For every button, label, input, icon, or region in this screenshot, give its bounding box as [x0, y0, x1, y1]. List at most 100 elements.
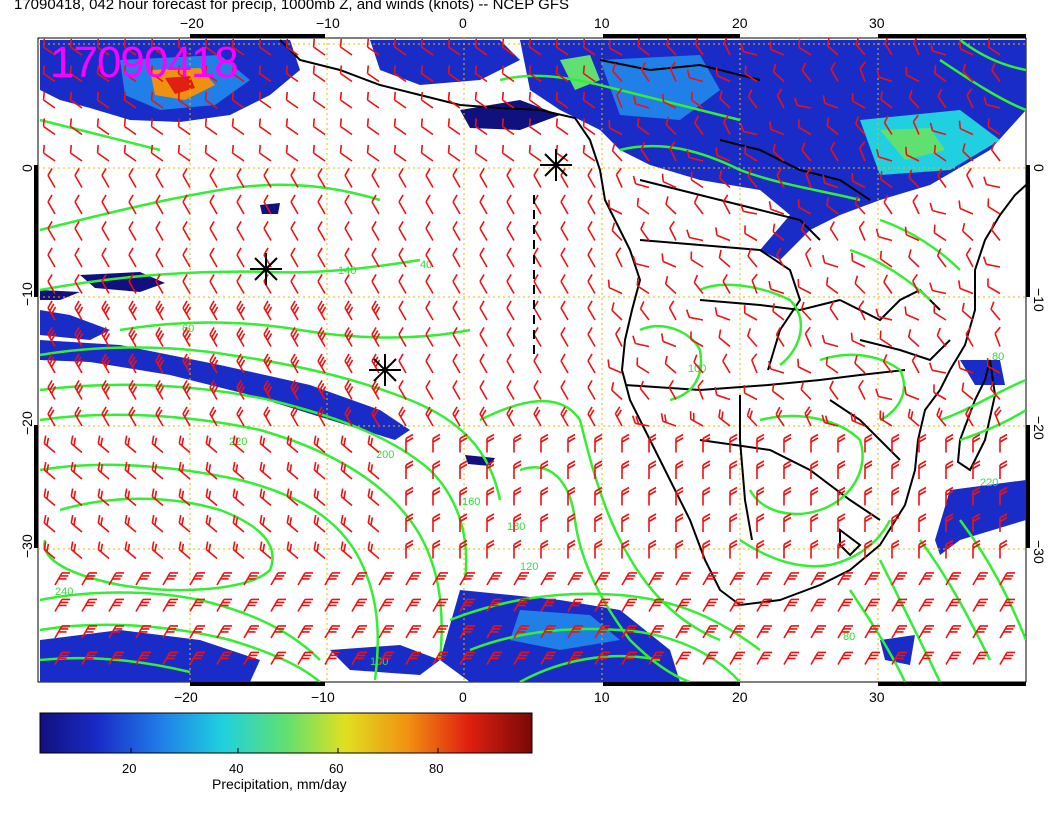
wind-barb [937, 168, 947, 188]
wind-barb [216, 598, 233, 612]
wind-barb [850, 332, 866, 348]
wind-barb [96, 65, 110, 83]
wind-barb [702, 598, 719, 612]
wind-barb [286, 435, 299, 454]
wind-barb [987, 118, 1001, 136]
wind-barb [859, 61, 866, 82]
wind-barb [285, 65, 299, 83]
wind-barb [864, 539, 873, 559]
wind-barb [324, 598, 341, 612]
wind-barb [729, 513, 738, 532]
wind-barb [486, 625, 503, 639]
wind-barb [929, 282, 947, 295]
wind-barb [263, 380, 273, 400]
wind-barb [891, 651, 908, 665]
wind-barb [594, 625, 611, 639]
wind-barb [259, 488, 272, 507]
wind-barb [344, 406, 353, 427]
wind-barb [74, 327, 84, 347]
wind-barb [972, 513, 981, 532]
wind-barb [810, 433, 819, 453]
x-tick-label: −10 [316, 15, 340, 31]
wind-barb [876, 68, 893, 83]
wind-barb [965, 406, 974, 427]
wind-barb [987, 278, 1001, 295]
wind-barb [290, 168, 299, 188]
wind-barb [135, 598, 152, 612]
wind-barb [746, 407, 758, 427]
wind-barb [991, 62, 1001, 82]
wind-barb [74, 221, 83, 241]
wind-barb [961, 302, 974, 321]
wind-barb [854, 195, 866, 215]
wind-barb [81, 625, 98, 639]
wind-barb [371, 247, 380, 268]
contour-label: 140 [338, 265, 356, 277]
wind-barb [528, 65, 542, 83]
wind-barb [155, 247, 164, 268]
wind-barb [719, 90, 731, 109]
wind-barb [567, 598, 584, 612]
wind-barb [447, 118, 461, 136]
wind-barb [317, 353, 327, 374]
wind-barb [47, 194, 56, 215]
wind-barb [986, 358, 1001, 374]
wind-barb [74, 380, 84, 400]
wind-barb [74, 194, 83, 215]
wind-barb [933, 65, 947, 83]
wind-barb [858, 220, 866, 241]
wind-barb [339, 38, 353, 56]
wind-barb [756, 539, 765, 559]
contour-label: 200 [376, 449, 394, 461]
wind-barb [312, 38, 326, 56]
wind-barb [837, 539, 846, 559]
wind-barb [459, 572, 476, 586]
wind-barb [405, 572, 422, 586]
wind-barb [883, 115, 893, 135]
border [699, 299, 841, 312]
wind-barb [640, 221, 650, 241]
wind-barb [452, 168, 461, 188]
wind-barb [837, 460, 846, 479]
wind-barb [930, 42, 947, 56]
wind-barb [474, 65, 488, 83]
wind-barb [43, 461, 56, 480]
contour-label: 120 [520, 561, 538, 573]
wind-barb [371, 168, 380, 188]
wind-barb [883, 194, 893, 215]
wind-barb [367, 461, 380, 480]
wind-barb [560, 221, 569, 241]
wind-barb [555, 91, 569, 109]
wind-barb [918, 651, 935, 665]
precip-patch [40, 340, 410, 440]
wind-barb [648, 513, 657, 532]
wind-barb [560, 247, 569, 268]
wind-barb [371, 194, 380, 215]
wind-barb [587, 380, 596, 400]
wind-barb [822, 95, 839, 109]
wind-barb [783, 598, 800, 612]
wind-barb [783, 651, 800, 665]
wind-barb [587, 327, 596, 347]
wind-barb [567, 513, 576, 532]
wind-barb [501, 118, 515, 136]
wind-barb [972, 651, 989, 665]
wind-barb [560, 327, 569, 347]
wind-barb [263, 406, 272, 427]
wind-barb [961, 223, 974, 242]
wind-barb [756, 625, 773, 639]
wind-barb [501, 144, 515, 162]
wind-barb [339, 118, 353, 136]
wind-barb [124, 461, 137, 480]
wind-barb [694, 38, 704, 56]
wind-barb [479, 247, 488, 268]
wind-barb [540, 433, 549, 453]
wind-barb [351, 625, 368, 639]
wind-barb [876, 148, 893, 162]
wind-barb [990, 301, 1001, 321]
wind-barb [740, 43, 758, 56]
wind-barb [69, 144, 83, 162]
wind-barb [506, 406, 515, 427]
wind-barb [690, 251, 704, 268]
wind-barb [723, 38, 731, 56]
